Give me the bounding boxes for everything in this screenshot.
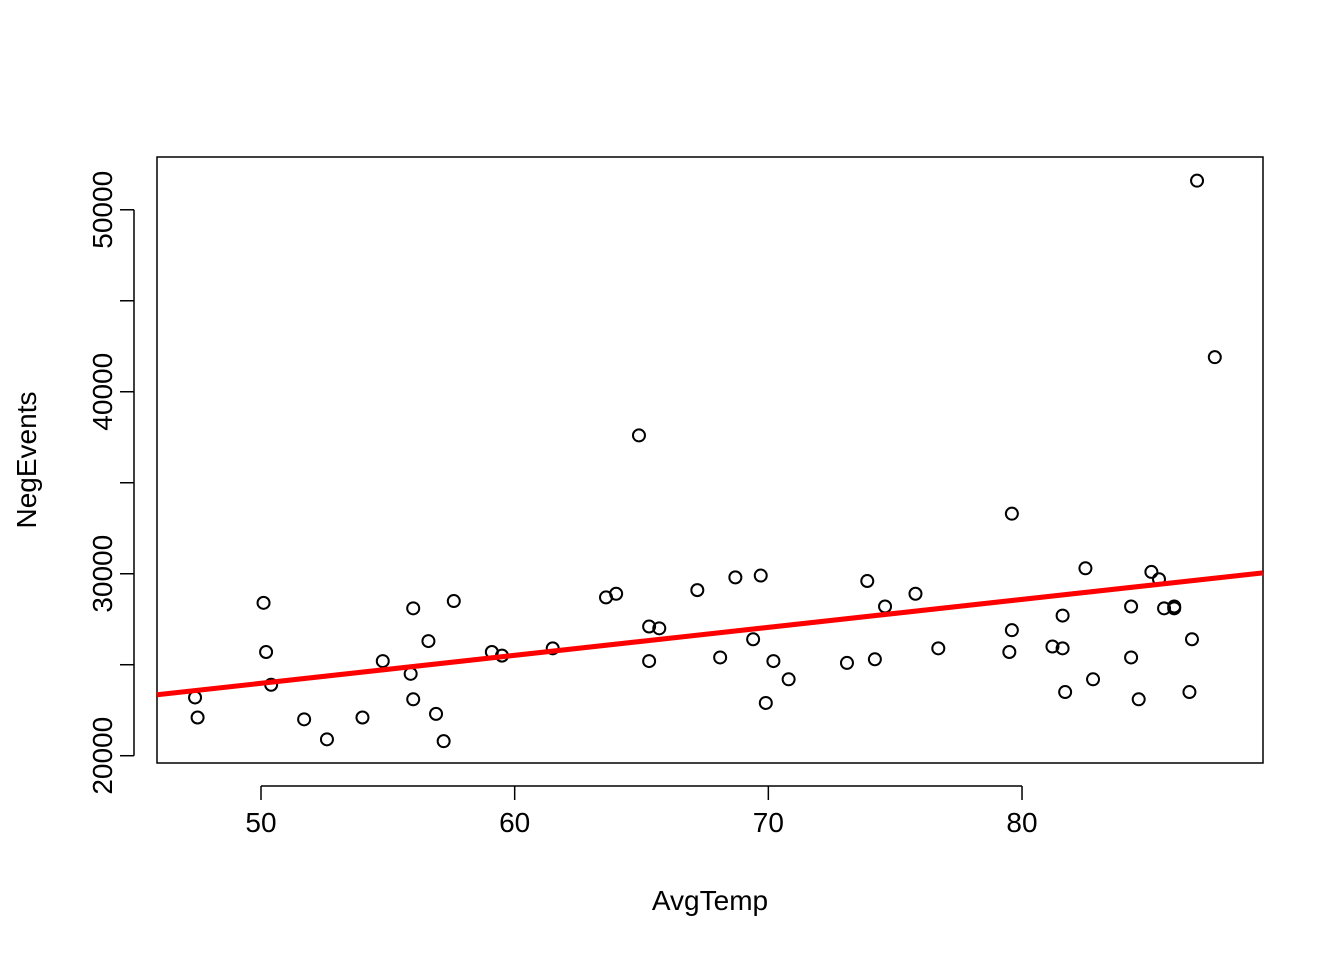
data-point bbox=[319, 732, 334, 747]
data-point bbox=[429, 706, 444, 721]
data-point bbox=[908, 586, 923, 601]
data-point bbox=[1124, 599, 1139, 614]
data-point bbox=[1157, 601, 1172, 616]
data-point bbox=[860, 574, 875, 589]
data-point bbox=[642, 619, 657, 634]
points-layer bbox=[188, 173, 1222, 749]
data-point bbox=[1058, 685, 1073, 700]
data-point bbox=[931, 641, 946, 656]
data-point bbox=[728, 570, 743, 585]
data-point bbox=[1004, 623, 1019, 638]
data-point bbox=[713, 650, 728, 665]
data-point bbox=[190, 710, 205, 725]
data-point bbox=[1167, 599, 1182, 614]
data-point bbox=[1002, 644, 1017, 659]
data-point bbox=[259, 644, 274, 659]
data-point bbox=[1207, 350, 1222, 365]
y-axis-label: NegEvents bbox=[11, 392, 42, 529]
data-point bbox=[375, 654, 390, 669]
plot-box bbox=[156, 156, 1264, 764]
data-point bbox=[421, 634, 436, 649]
y-axis: 20000 30000 40000 50000 bbox=[87, 171, 135, 795]
data-point bbox=[652, 621, 667, 636]
x-axis-label: AvgTemp bbox=[652, 885, 768, 916]
data-point bbox=[355, 710, 370, 725]
data-point bbox=[436, 734, 451, 749]
data-point bbox=[406, 692, 421, 707]
x-tick-label: 70 bbox=[753, 807, 784, 838]
data-point bbox=[839, 655, 854, 670]
data-point bbox=[781, 672, 796, 687]
data-point bbox=[746, 632, 761, 647]
data-point bbox=[1131, 692, 1146, 707]
data-point bbox=[1144, 564, 1159, 579]
x-axis: 50 60 70 80 bbox=[245, 785, 1038, 838]
y-tick-label: 30000 bbox=[87, 535, 118, 613]
data-point bbox=[1078, 561, 1093, 576]
data-point bbox=[1045, 639, 1060, 654]
data-point bbox=[1055, 641, 1070, 656]
x-tick-label: 80 bbox=[1006, 807, 1037, 838]
data-point bbox=[1055, 608, 1070, 623]
y-tick-label: 50000 bbox=[87, 171, 118, 249]
data-point bbox=[631, 428, 646, 443]
data-point bbox=[1004, 506, 1019, 521]
data-point bbox=[1124, 650, 1139, 665]
data-point bbox=[758, 695, 773, 710]
data-point bbox=[1184, 632, 1199, 647]
y-tick-label: 40000 bbox=[87, 353, 118, 431]
regression-line bbox=[156, 570, 1264, 698]
data-point bbox=[690, 583, 705, 598]
x-tick-label: 50 bbox=[245, 807, 276, 838]
data-point bbox=[1182, 685, 1197, 700]
x-tick-label: 60 bbox=[499, 807, 530, 838]
data-point bbox=[753, 568, 768, 583]
data-point bbox=[297, 712, 312, 727]
data-point bbox=[867, 652, 882, 667]
y-tick-label: 20000 bbox=[87, 717, 118, 795]
data-point bbox=[642, 654, 657, 669]
data-point bbox=[609, 586, 624, 601]
data-point bbox=[406, 601, 421, 616]
data-point bbox=[878, 599, 893, 614]
data-point bbox=[1190, 173, 1205, 188]
data-point bbox=[1086, 672, 1101, 687]
data-point bbox=[256, 595, 271, 610]
data-point bbox=[766, 654, 781, 669]
data-point bbox=[446, 594, 461, 609]
